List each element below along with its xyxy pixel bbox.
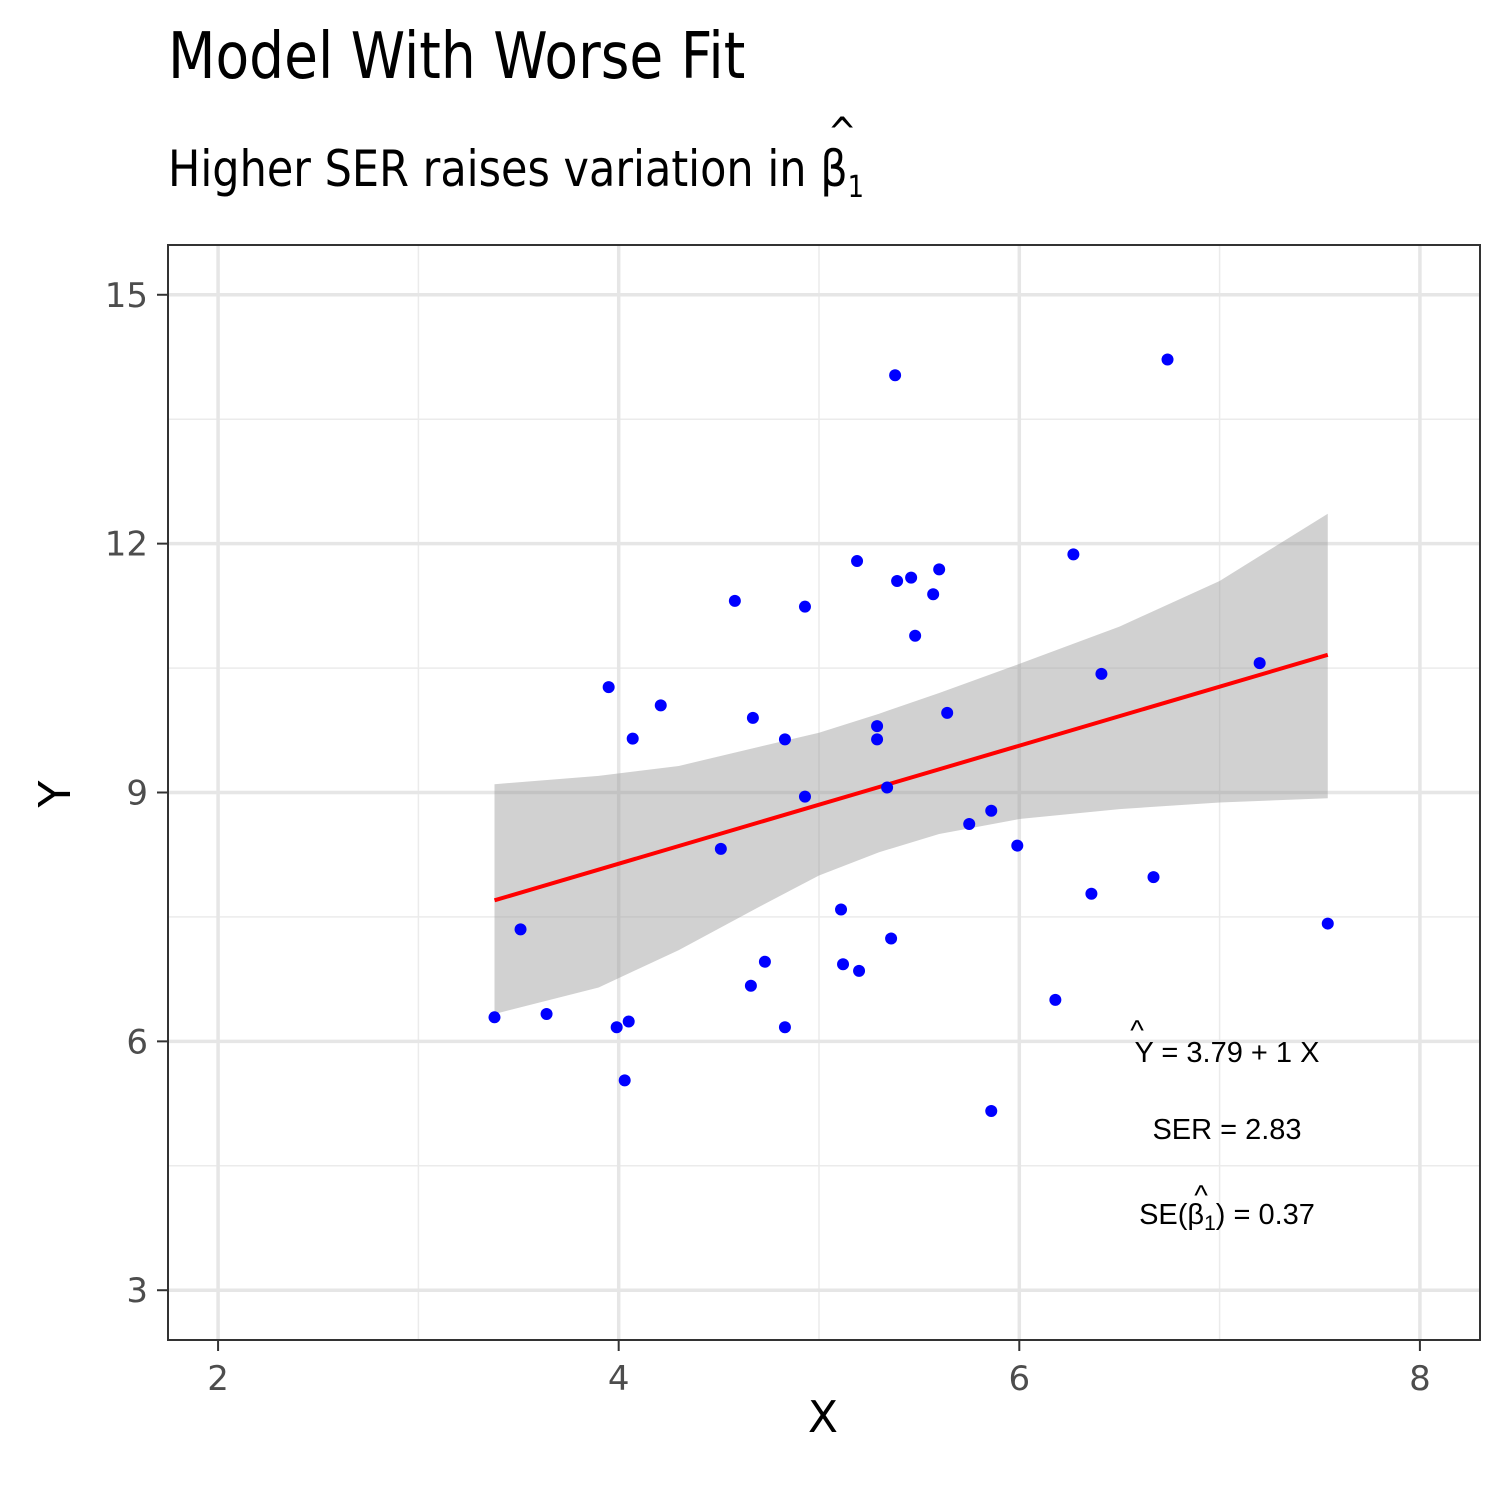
- subtitle-text: Higher SER raises variation in: [168, 140, 821, 198]
- annotation-se-sub: 1: [1204, 1212, 1216, 1235]
- subtitle-beta: ^ β1: [820, 110, 865, 205]
- data-point-22: [871, 720, 884, 733]
- data-point-38: [1067, 548, 1080, 561]
- data-point-28: [905, 571, 918, 584]
- subtitle-beta-symbol: β: [820, 140, 848, 198]
- y-tick-label-3: 12: [105, 525, 148, 565]
- data-point-3: [602, 681, 615, 694]
- data-point-26: [889, 369, 902, 382]
- y-tick-label-1: 6: [126, 1022, 148, 1062]
- data-point-23: [871, 733, 884, 746]
- data-point-1: [514, 923, 527, 936]
- annotation-se-prefix: SE(: [1139, 1199, 1188, 1231]
- data-point-43: [1253, 657, 1266, 670]
- data-point-24: [881, 781, 894, 794]
- data-point-4: [610, 1021, 623, 1034]
- subtitle-hat: ^: [827, 110, 857, 156]
- data-point-27: [891, 574, 904, 587]
- y-tick-label-4: 15: [105, 276, 148, 316]
- data-point-39: [1085, 887, 1098, 900]
- chart-title: Model With Worse Fit: [168, 20, 746, 94]
- annotation-se-beta: β: [1187, 1199, 1204, 1231]
- annotation-se-suffix: ) = 0.37: [1216, 1199, 1315, 1231]
- x-axis-title: X: [808, 1392, 838, 1443]
- x-tick-label-3: 8: [1409, 1359, 1431, 1399]
- data-point-25: [885, 932, 898, 945]
- data-point-7: [626, 732, 639, 745]
- annotation-equation: Y = 3.79 + 1 X: [1135, 1037, 1320, 1069]
- data-point-13: [758, 955, 771, 968]
- annotation-se: SE(β1) = 0.37: [1139, 1199, 1315, 1235]
- data-point-0: [488, 1011, 501, 1024]
- data-point-11: [744, 979, 757, 992]
- y-tick-label-0: 3: [126, 1271, 148, 1311]
- data-point-9: [714, 842, 727, 855]
- data-point-34: [985, 804, 998, 817]
- data-point-40: [1095, 667, 1108, 680]
- annotation-equation-hat: ^: [1130, 1015, 1144, 1047]
- x-tick-label-1: 4: [608, 1359, 630, 1399]
- data-point-21: [853, 964, 866, 977]
- data-point-30: [927, 588, 940, 601]
- data-point-16: [798, 790, 811, 803]
- data-point-29: [909, 629, 922, 642]
- data-point-12: [746, 711, 759, 724]
- confidence-band: [494, 513, 1328, 1014]
- data-point-8: [654, 699, 667, 712]
- grid-lines: [168, 245, 1480, 1340]
- annotation-ser: SER = 2.83: [1152, 1114, 1301, 1146]
- x-tick-label-0: 2: [207, 1359, 229, 1399]
- data-point-37: [1049, 993, 1062, 1006]
- data-point-15: [778, 1021, 791, 1034]
- data-point-19: [837, 958, 850, 971]
- annotation-group: ^ Y = 3.79 + 1 X SER = 2.83 SE(β1) = 0.3…: [1130, 1015, 1319, 1235]
- data-point-31: [933, 563, 946, 576]
- data-point-18: [835, 903, 848, 916]
- fit-line-group: [493, 652, 1329, 903]
- data-point-2: [540, 1007, 553, 1020]
- data-point-33: [963, 818, 976, 831]
- data-point-20: [851, 555, 864, 568]
- subtitle-beta-sub: 1: [847, 170, 865, 205]
- data-point-6: [622, 1015, 635, 1028]
- x-tick-label-2: 6: [1008, 1359, 1030, 1399]
- data-point-32: [941, 706, 954, 719]
- data-point-5: [618, 1074, 631, 1087]
- data-point-35: [985, 1105, 998, 1118]
- y-tick-label-2: 9: [126, 774, 148, 814]
- regression-line: [493, 652, 1329, 903]
- data-point-41: [1147, 871, 1160, 884]
- annotation-se-hat: ^: [1194, 1180, 1208, 1212]
- data-point-44: [1321, 917, 1334, 930]
- axes: 2 4 6 8 3 6 9 12 15: [105, 276, 1431, 1399]
- data-point-14: [778, 733, 791, 746]
- data-point-42: [1161, 353, 1174, 366]
- data-points: [488, 353, 1334, 1118]
- confidence-band-group: [494, 513, 1328, 1014]
- data-point-17: [798, 600, 811, 613]
- chart-subtitle: Higher SER raises variation in ^ β1: [168, 110, 865, 205]
- data-point-36: [1011, 839, 1024, 852]
- y-axis-title: Y: [30, 780, 81, 808]
- data-point-10: [728, 594, 741, 607]
